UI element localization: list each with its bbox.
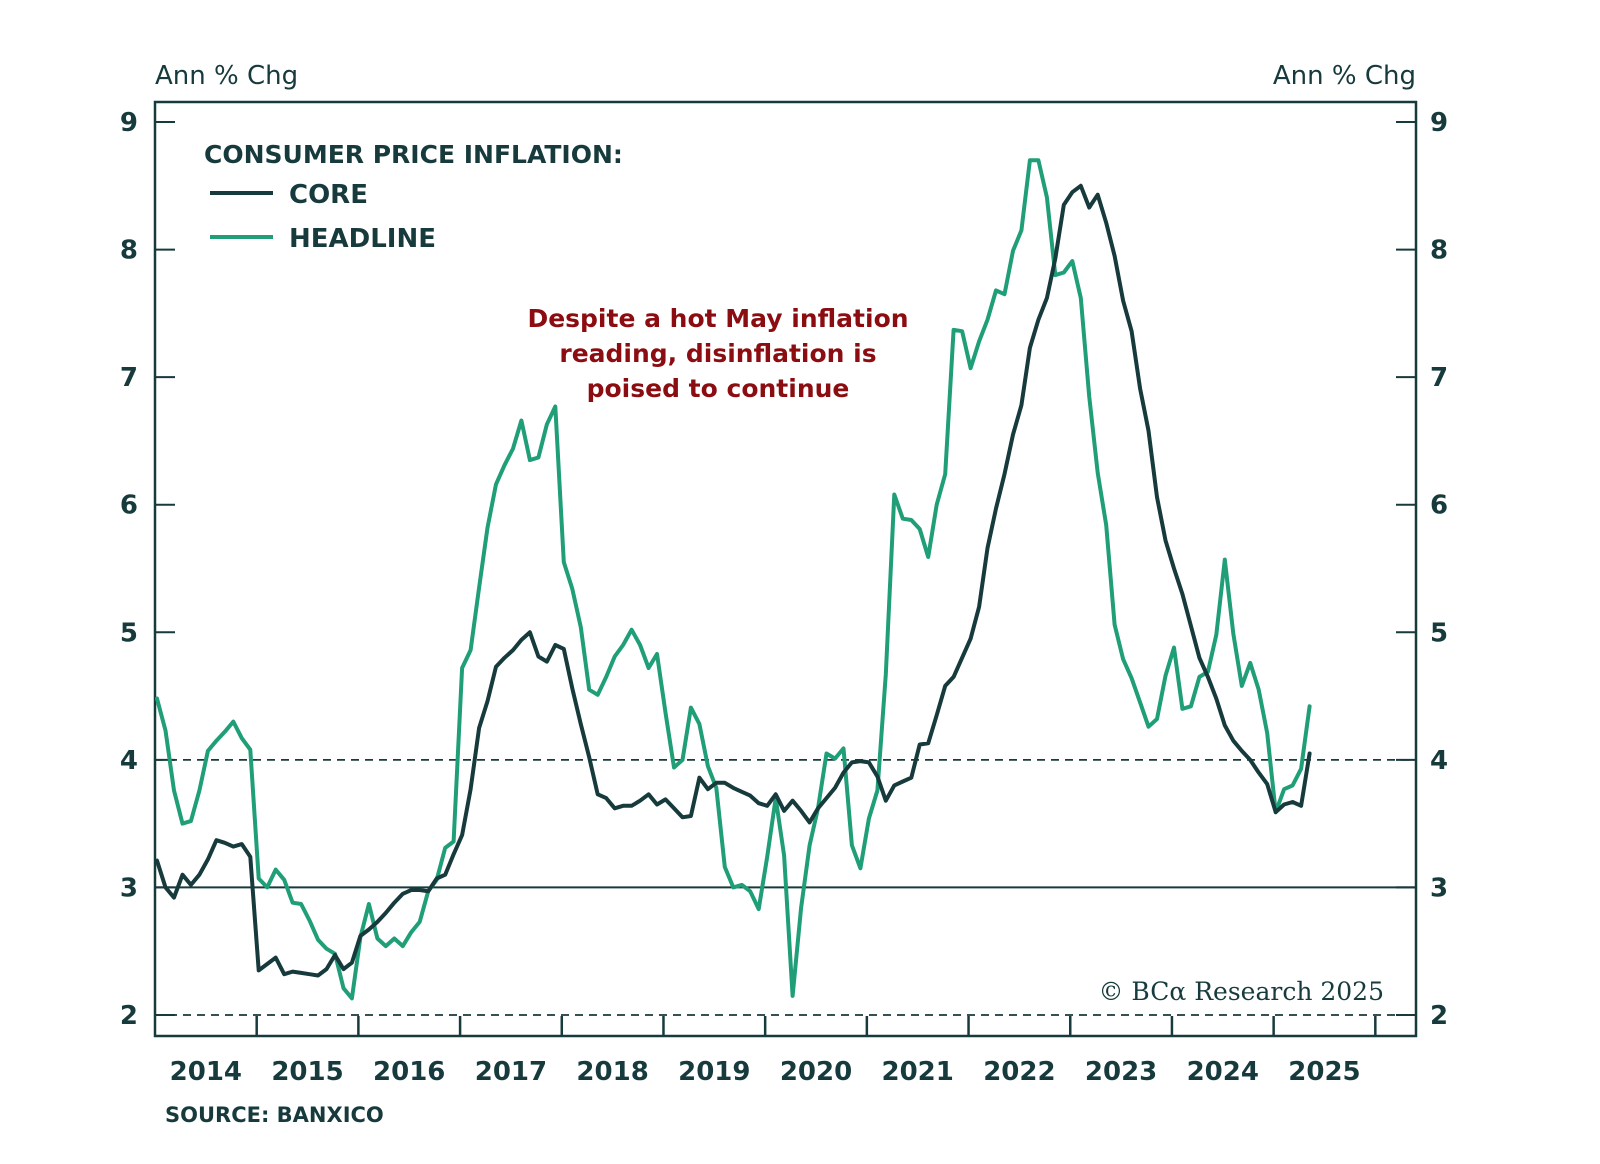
y-tick-label-left: 5 (120, 618, 138, 648)
y-tick-label-right: 8 (1430, 236, 1448, 266)
y-tick-label-right: 6 (1430, 491, 1448, 521)
annotation-line-2: reading, disinflation is (559, 339, 876, 368)
x-tick-label: 2014 (170, 1057, 242, 1087)
y-tick-label-left: 7 (120, 363, 138, 393)
x-tick-label: 2021 (882, 1057, 954, 1087)
x-tick-label: 2015 (271, 1057, 343, 1087)
x-tick-label: 2025 (1288, 1057, 1360, 1087)
x-tick-label: 2017 (475, 1057, 547, 1087)
x-tick-label: 2023 (1085, 1057, 1157, 1087)
annotation: Despite a hot May inflation reading, dis… (527, 304, 908, 403)
y-tick-label-right: 2 (1430, 1001, 1448, 1031)
y-tick-label-left: 2 (120, 1001, 138, 1031)
source-label: SOURCE: BANXICO (165, 1103, 384, 1127)
x-tick-label: 2018 (576, 1057, 648, 1087)
x-tick-label: 2016 (373, 1057, 445, 1087)
y-tick-label-left: 9 (120, 108, 138, 138)
y-tick-label-right: 3 (1430, 873, 1448, 903)
y-axis-label-left: Ann % Chg (155, 61, 298, 91)
y-tick-label-right: 5 (1430, 618, 1448, 648)
series-line-headline (155, 158, 1312, 1001)
copyright-label: © BCα Research 2025 (1098, 977, 1384, 1006)
x-tick-label: 2022 (983, 1057, 1055, 1087)
legend: CONSUMER PRICE INFLATION: CORE HEADLINE (204, 140, 623, 254)
legend-label-core: CORE (289, 180, 368, 210)
y-tick-label-left: 4 (120, 746, 138, 776)
series-lines (155, 158, 1312, 1001)
series-line-core (155, 183, 1312, 978)
annotation-line-3: poised to continue (587, 374, 850, 403)
legend-title: CONSUMER PRICE INFLATION: (204, 140, 623, 169)
y-axis-label-right: Ann % Chg (1273, 61, 1416, 91)
x-axis: 2014 2015 2016 2017 2018 2019 2020 2021 2022 2023… (170, 1016, 1377, 1087)
y-tick-label-left: 3 (120, 873, 138, 903)
x-tick-label: 2024 (1187, 1057, 1259, 1087)
y-axis: 2 2 3 3 4 4 5 5 6 6 7 7 8 8 9 9 (120, 108, 1448, 1031)
plot-frame (153, 100, 1418, 1038)
y-tick-label-right: 4 (1430, 746, 1448, 776)
y-tick-label-left: 8 (120, 236, 138, 266)
legend-label-headline: HEADLINE (289, 224, 436, 254)
y-tick-label-right: 7 (1430, 363, 1448, 393)
y-tick-label-right: 9 (1430, 108, 1448, 138)
annotation-line-1: Despite a hot May inflation (527, 304, 908, 333)
y-tick-label-left: 6 (120, 491, 138, 521)
x-tick-label: 2020 (780, 1057, 852, 1087)
x-tick-label: 2019 (678, 1057, 750, 1087)
